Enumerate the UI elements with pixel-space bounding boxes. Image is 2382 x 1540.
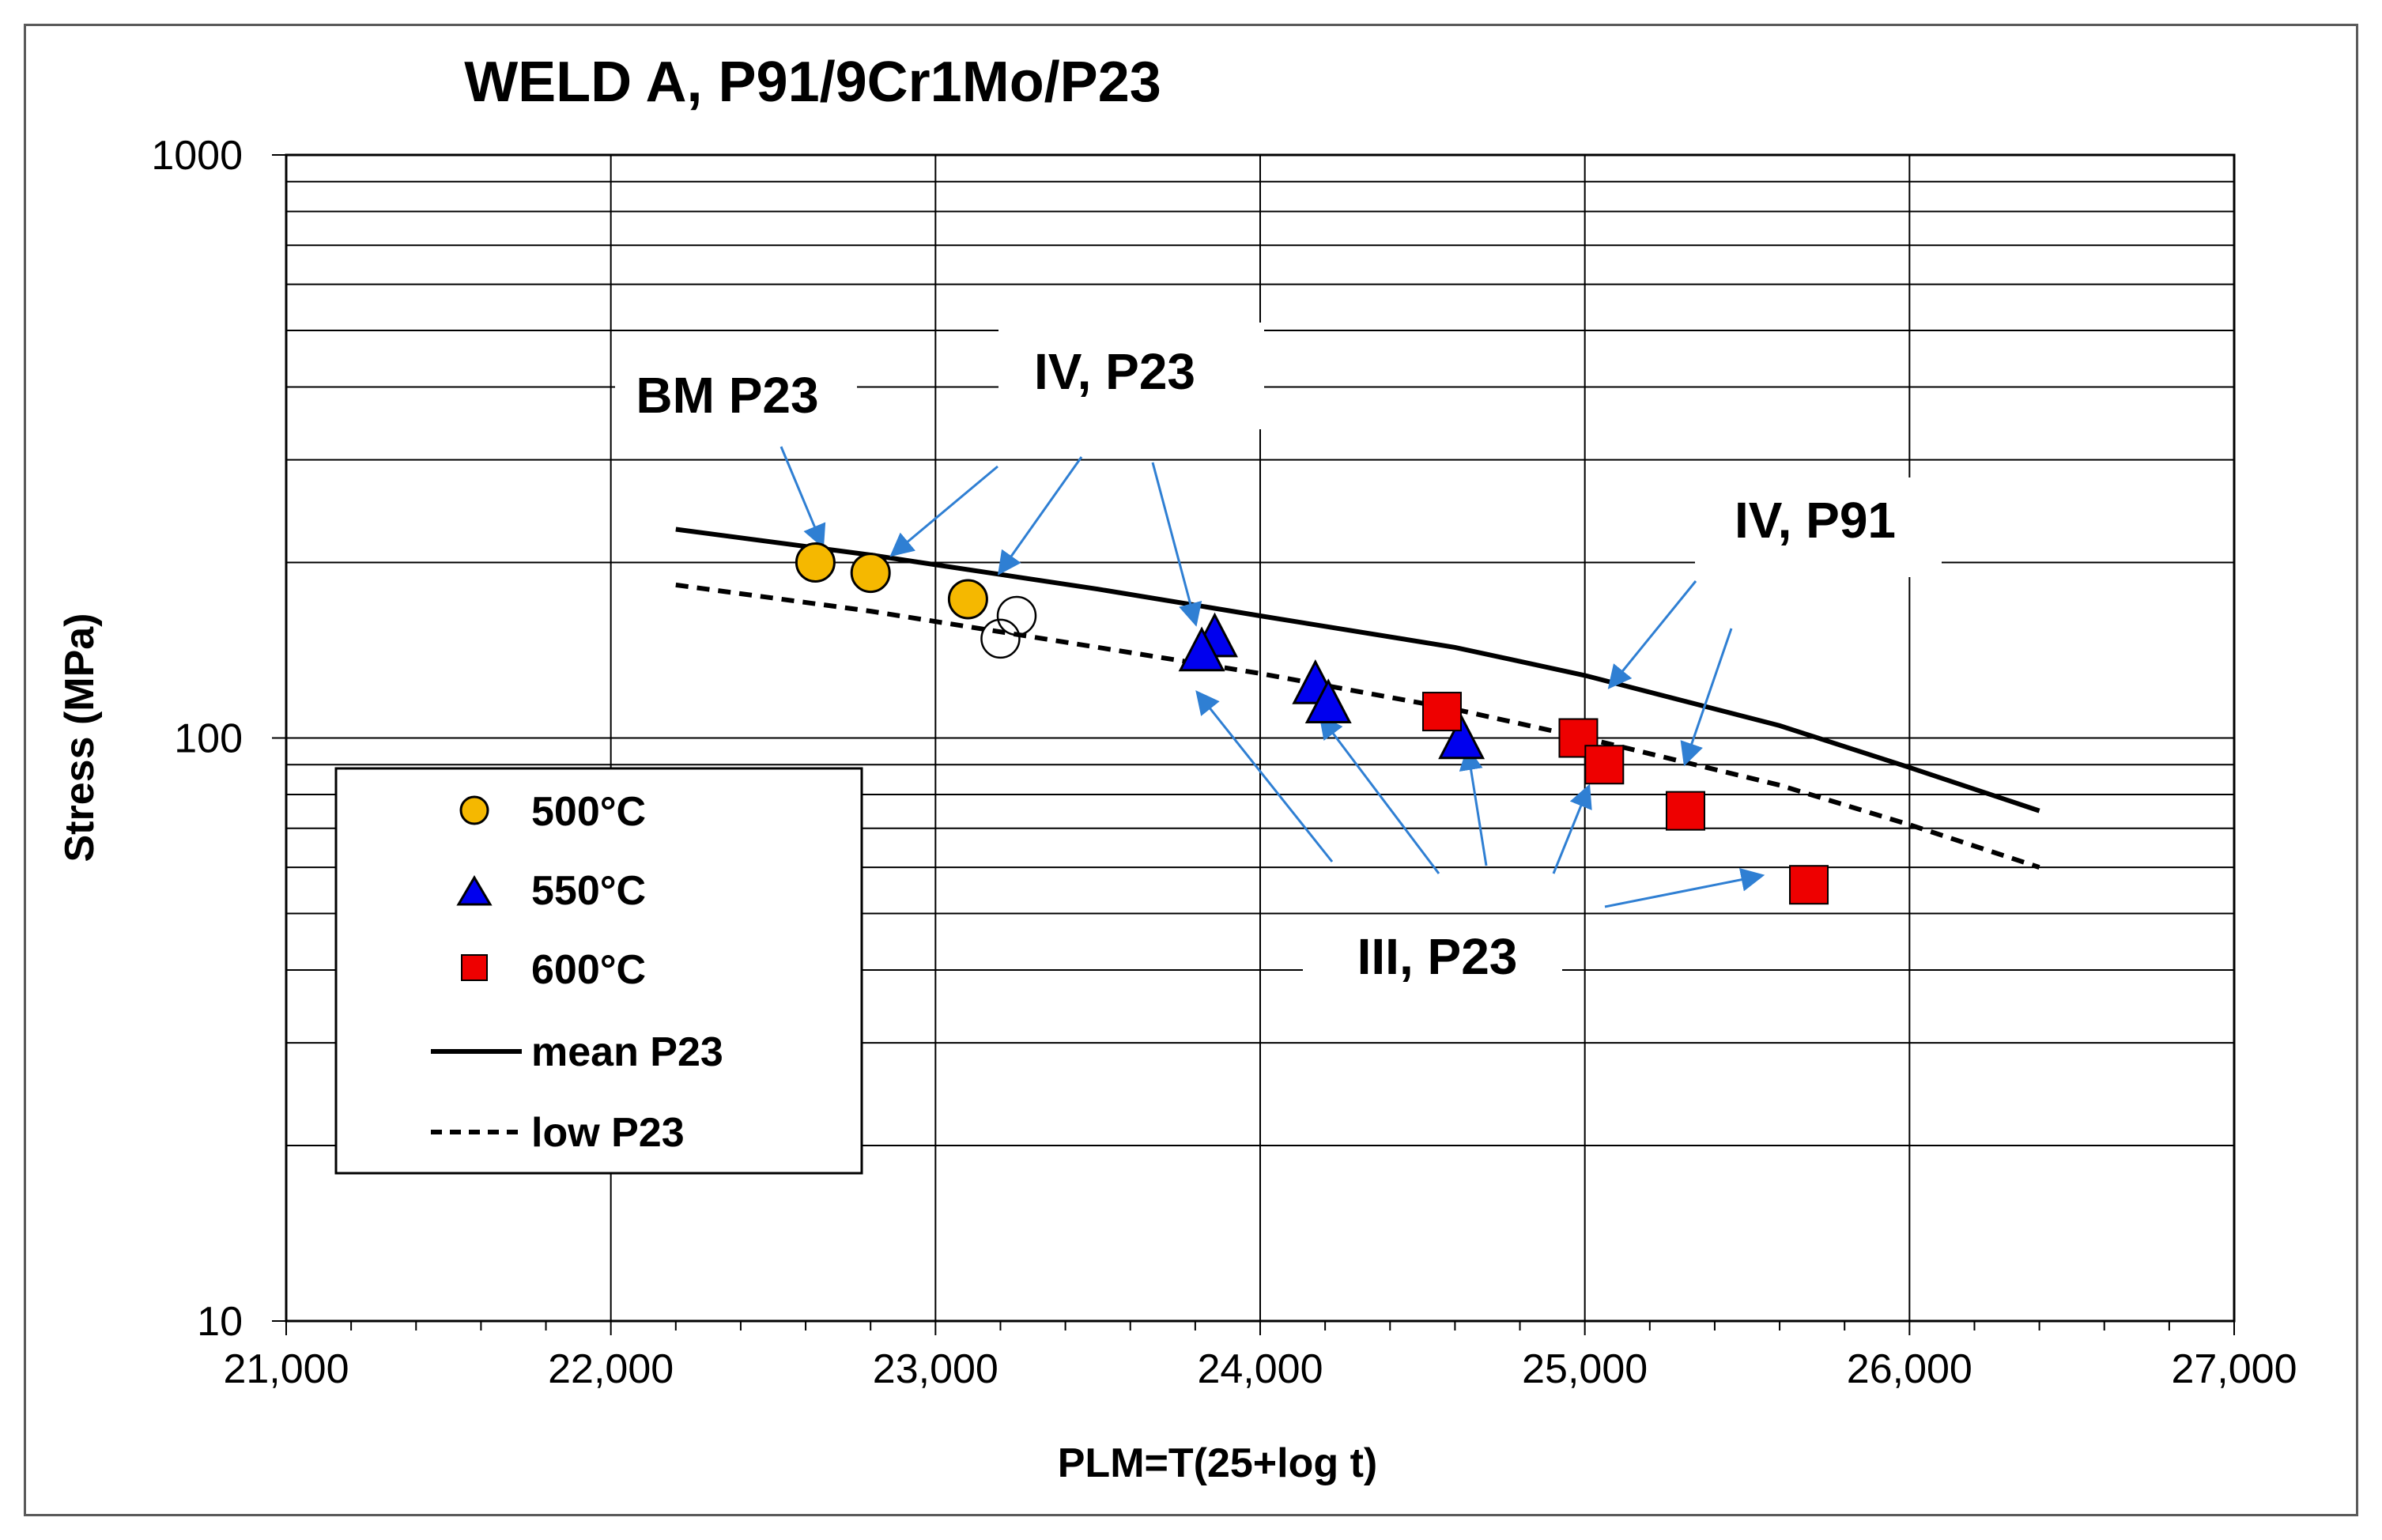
data-point-500c xyxy=(947,579,988,620)
annotation-arrow xyxy=(1604,867,1765,908)
annotation-arrows xyxy=(780,446,1765,908)
low-p23-curve xyxy=(675,582,2040,870)
data-point-600c xyxy=(1584,745,1625,785)
axis-ticks: 21,000 22,000 23,000 24,000 25,000 26,000 27,0… xyxy=(151,133,2297,1392)
data-point-open xyxy=(996,595,1037,636)
x-tick-label: 23,000 xyxy=(873,1346,998,1392)
x-tick-label: 27,000 xyxy=(2171,1346,2297,1392)
x-tick-label: 24,000 xyxy=(1197,1346,1323,1392)
x-tick-label: 25,000 xyxy=(1522,1346,1648,1392)
x-axis-label: PLM=T(25+log t) xyxy=(1058,1440,1377,1486)
legend-marker-600c xyxy=(461,954,488,981)
data-point-600c xyxy=(1665,791,1705,831)
x-tick-label: 21,000 xyxy=(223,1346,349,1392)
data-point-open xyxy=(980,618,1021,659)
annotation-arrow xyxy=(780,446,826,549)
legend-label-mean-p23: mean P23 xyxy=(531,1029,723,1075)
annotation-arrow xyxy=(1319,715,1440,874)
annotation-arrow xyxy=(1680,628,1733,767)
data-points xyxy=(795,542,1829,905)
annotation-arrow xyxy=(889,465,998,557)
x-tick-label: 22,000 xyxy=(548,1346,674,1392)
annotation-arrow xyxy=(1459,746,1488,866)
annotation-arrow xyxy=(1151,462,1202,627)
data-point-550c xyxy=(1178,626,1225,672)
data-point-550c xyxy=(1304,678,1352,724)
annotation-iii-p23: III, P23 xyxy=(1357,928,1518,985)
annotation-arrow xyxy=(1552,783,1592,874)
annotation-arrow xyxy=(1195,690,1334,862)
fit-curves xyxy=(675,527,2040,870)
legend-box xyxy=(334,767,863,1175)
legend-marker-550c xyxy=(456,875,493,906)
legend-label-600c: 600°C xyxy=(531,947,646,993)
chart-title: WELD A, P91/9Cr1Mo/P23 xyxy=(464,51,1161,114)
x-tick-label: 26,000 xyxy=(1847,1346,1972,1392)
annotation-box-iv-p91 xyxy=(1695,477,1942,577)
y-tick-label: 10 xyxy=(197,1299,243,1345)
annotation-iv-p91: IV, P91 xyxy=(1735,492,1896,549)
legend-label-low-p23: low P23 xyxy=(531,1110,685,1156)
annotation-iv-p23: IV, P23 xyxy=(1034,343,1195,400)
y-axis-label: Stress (MPa) xyxy=(57,613,103,862)
legend: 500°C 550°C 600°C mean P23 low P23 xyxy=(334,767,863,1175)
data-point-500c xyxy=(850,553,891,594)
data-point-500c xyxy=(795,542,836,583)
y-tick-label: 100 xyxy=(174,716,243,762)
annotation-box-bm-p23 xyxy=(615,342,857,444)
data-point-550c xyxy=(1438,714,1485,760)
annotation-box-iv-p23 xyxy=(998,323,1264,429)
annotation-box-iii-p23 xyxy=(1303,915,1562,1020)
annotation-arrow xyxy=(1607,580,1697,689)
mean-p23-curve xyxy=(675,527,2040,813)
annotation-arrow xyxy=(998,456,1083,576)
y-tick-label: 1000 xyxy=(151,133,243,179)
legend-marker-500c xyxy=(459,795,489,825)
legend-label-500c: 500°C xyxy=(531,789,646,835)
annotation-bm-p23: BM P23 xyxy=(636,367,818,424)
legend-label-550c: 550°C xyxy=(531,868,646,914)
data-point-600c xyxy=(1789,865,1829,905)
data-point-600c xyxy=(1421,692,1462,732)
